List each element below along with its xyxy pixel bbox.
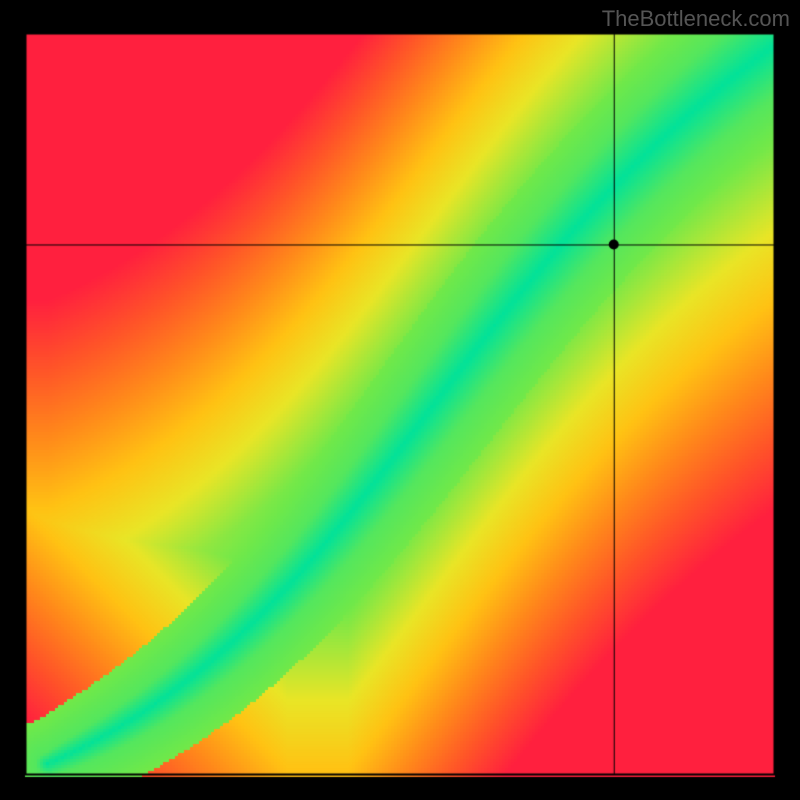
chart-container: TheBottleneck.com [0,0,800,800]
watermark-text: TheBottleneck.com [602,6,790,32]
bottleneck-heatmap [0,0,800,800]
